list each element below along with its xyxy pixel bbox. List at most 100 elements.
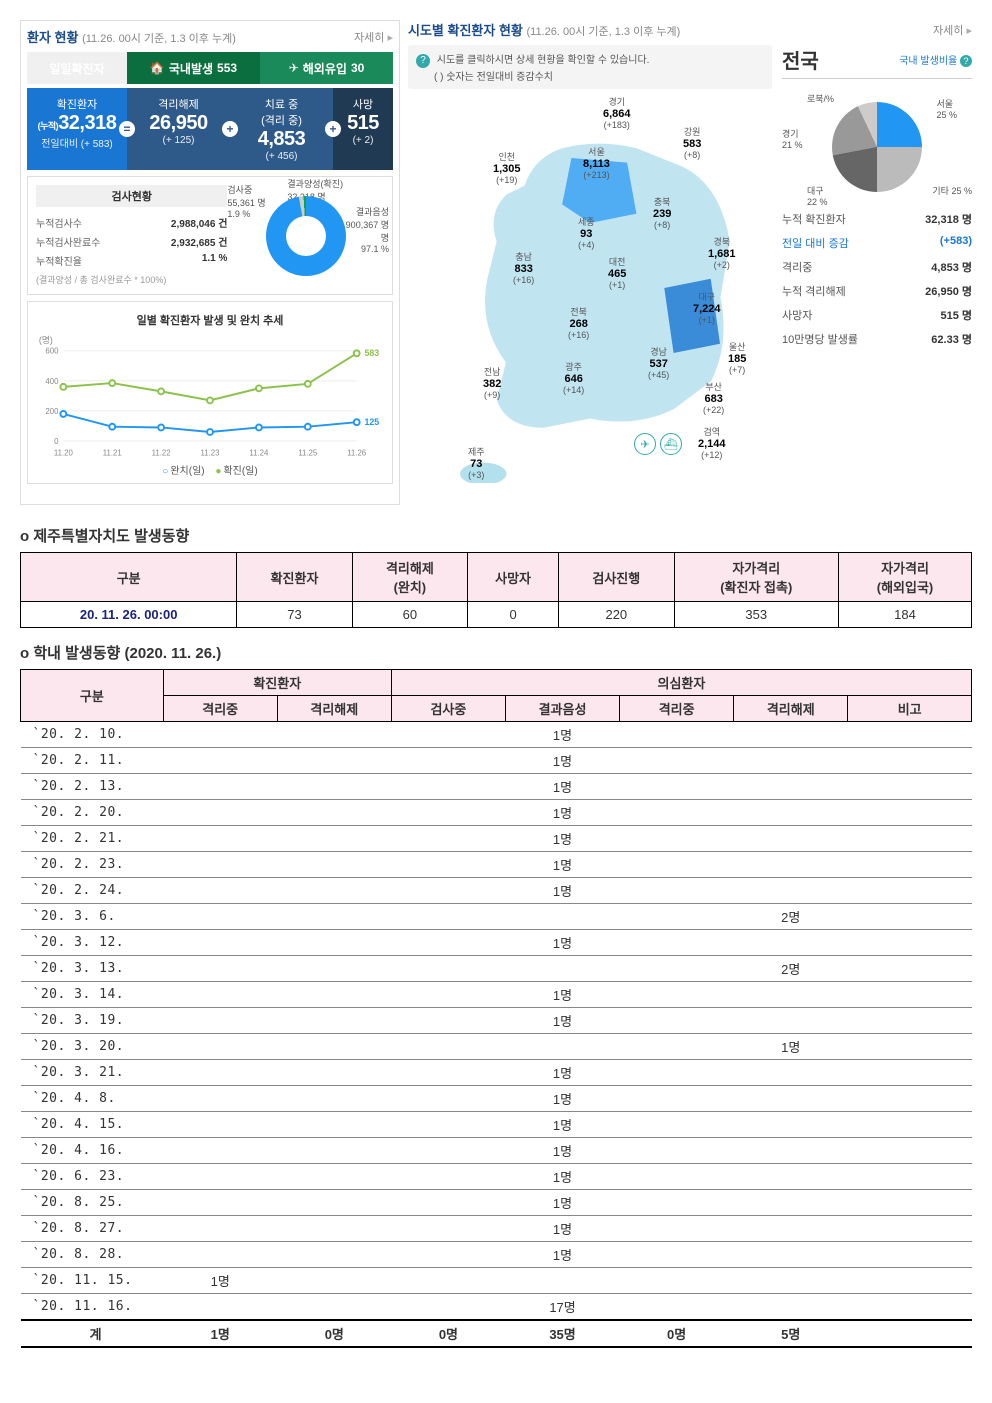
patient-title: 환자 현황	[27, 30, 78, 45]
plus-icon: +	[325, 121, 341, 137]
school-row: `20. 2. 13.1명	[21, 774, 972, 800]
school-row: `20. 3. 6.2명	[21, 904, 972, 930]
school-row: `20. 6. 23.1명	[21, 1164, 972, 1190]
equals-icon: =	[119, 121, 135, 137]
province-sub: (11.26. 00시 기준, 1.3 이후 누계)	[527, 26, 681, 38]
released-box: 격리해제 26,950 (+ 125) +	[127, 88, 230, 170]
school-table: 구분 확진환자 의심환자 격리중격리해제검사중결과음성격리중격리해제비고 `20…	[20, 669, 972, 1348]
school-section-title: 학내 발생동향 (2020. 11. 26.)	[20, 642, 972, 663]
school-row: `20. 3. 12.1명	[21, 930, 972, 956]
domestic-count: 🏠 국내발생 553	[127, 52, 260, 84]
nation-stat-row: 사망자515 명	[782, 303, 972, 327]
jeju-cell: 20. 11. 26. 00:00	[21, 602, 237, 628]
jeju-header: 자가격리 (해외입국)	[839, 553, 972, 602]
svg-text:11.20: 11.20	[54, 449, 74, 458]
school-row: `20. 4. 16.1명	[21, 1138, 972, 1164]
school-subheader: 검사중	[391, 696, 505, 722]
plane-icon: ✈	[634, 433, 656, 455]
map-svg	[408, 93, 772, 483]
jeju-header: 검사진행	[559, 553, 674, 602]
jeju-cell: 73	[237, 602, 352, 628]
school-row: `20. 3. 14.1명	[21, 982, 972, 1008]
col-confirmed: 확진환자	[163, 670, 391, 696]
jeju-header: 구분	[21, 553, 237, 602]
province-title: 시도별 확진환자 현황	[408, 23, 523, 38]
school-subheader: 격리해제	[277, 696, 391, 722]
patient-more-link[interactable]: 자세히	[354, 29, 393, 45]
patient-sub: (11.26. 00시 기준, 1.3 이후 누계)	[82, 33, 236, 45]
trend-chart-box: 일별 확진환자 발생 및 완치 추세 (명)020040060011.2011.…	[27, 301, 393, 484]
trend-chart: (명)020040060011.2011.2111.2211.2311.2411…	[34, 332, 386, 462]
school-subheader: 결과음성	[505, 696, 619, 722]
test-row: 누적검사수2,988,046 건	[36, 213, 227, 232]
overseas-count: ✈ 해외유입 30	[260, 52, 393, 84]
trend-title: 일별 확진환자 발생 및 완치 추세	[34, 308, 386, 332]
jeju-cell: 353	[674, 602, 839, 628]
school-row: `20. 3. 21.1명	[21, 1060, 972, 1086]
school-row: `20. 4. 15.1명	[21, 1112, 972, 1138]
svg-text:400: 400	[45, 377, 59, 386]
donut-label-negative: 결과음성 2,900,367 명 명 97.1 %	[338, 205, 389, 254]
patient-status-panel: 환자 현황 (11.26. 00시 기준, 1.3 이후 누계) 자세히 일일확…	[20, 20, 400, 505]
school-row: `20. 3. 13.2명	[21, 956, 972, 982]
nation-summary: 전국 국내 발생비율 ? 서울25 % 기타 25 % 대구22 % 경기21 …	[772, 45, 972, 505]
donut-label-testing: 검사중 55,361 명 1.9 %	[227, 183, 265, 219]
test-note: (결과양성 / 총 검사완료수 * 100%)	[36, 273, 227, 286]
jeju-header: 격리해제 (완치)	[352, 553, 467, 602]
school-row: `20. 3. 19.1명	[21, 1008, 972, 1034]
school-row: `20. 8. 27.1명	[21, 1216, 972, 1242]
info-icon: ?	[416, 54, 430, 68]
svg-text:11.21: 11.21	[103, 449, 122, 458]
school-total-row: 계1명0명0명35명0명5명	[21, 1320, 972, 1347]
school-subheader: 격리중	[620, 696, 734, 722]
school-subheader: 격리중	[163, 696, 277, 722]
col-gubun: 구분	[21, 670, 164, 722]
school-row: `20. 8. 28.1명	[21, 1242, 972, 1268]
svg-text:11.26: 11.26	[347, 449, 366, 458]
nation-pie-chart: 서울25 % 기타 25 % 대구22 % 경기21 % 로북/%	[782, 87, 972, 207]
svg-text:11.23: 11.23	[201, 449, 220, 458]
korea-map[interactable]: ? 시도를 클릭하시면 상세 현황을 확인할 수 있습니다. ( ) 숫자는 전…	[408, 45, 772, 505]
confirmed-box: 확진환자 (누적)32,318 전일대비 (+ 583) =	[27, 88, 127, 170]
stat-boxes: 확진환자 (누적)32,318 전일대비 (+ 583) = 격리해제 26,9…	[27, 88, 393, 170]
province-more-link[interactable]: 자세히	[933, 22, 972, 38]
school-subheader: 격리해제	[734, 696, 848, 722]
school-row: `20. 2. 21.1명	[21, 826, 972, 852]
jeju-cell: 220	[559, 602, 674, 628]
school-row: `20. 2. 11.1명	[21, 748, 972, 774]
nation-stat-row: 누적 격리해제26,950 명	[782, 279, 972, 303]
svg-text:11.25: 11.25	[298, 449, 318, 458]
svg-text:583: 583	[364, 348, 379, 358]
school-row: `20. 11. 15.1명	[21, 1268, 972, 1294]
test-donut-chart	[266, 196, 346, 276]
jeju-cell: 184	[839, 602, 972, 628]
test-row: 누적검사완료수2,932,685 건	[36, 232, 227, 251]
plus-icon: +	[222, 121, 238, 137]
col-suspected: 의심환자	[391, 670, 971, 696]
nation-stat-row: 전일 대비 증감(+583)	[782, 231, 972, 255]
test-row: 누적확진율1.1 %	[36, 251, 227, 270]
map-tooltip: ? 시도를 클릭하시면 상세 현황을 확인할 수 있습니다. ( ) 숫자는 전…	[408, 45, 772, 89]
jeju-header: 자가격리 (확진자 접촉)	[674, 553, 839, 602]
school-row: `20. 8. 25.1명	[21, 1190, 972, 1216]
svg-text:11.24: 11.24	[249, 449, 269, 458]
svg-text:(명): (명)	[39, 335, 53, 345]
school-row: `20. 4. 8.1명	[21, 1086, 972, 1112]
school-row: `20. 11. 16.17명	[21, 1294, 972, 1321]
quarantine-icons: ✈ ⛴	[634, 433, 682, 455]
trend-legend: 완치(일) 확진(일)	[34, 462, 386, 477]
school-row: `20. 2. 20.1명	[21, 800, 972, 826]
nation-stat-row: 격리중4,853 명	[782, 255, 972, 279]
nation-stat-row: 10만명당 발생률62.33 명	[782, 327, 972, 351]
ship-icon: ⛴	[660, 433, 682, 455]
jeju-table: 구분확진환자격리해제 (완치)사망자검사진행자가격리 (확진자 접촉)자가격리 …	[20, 552, 972, 628]
svg-text:600: 600	[45, 347, 59, 356]
jeju-header: 사망자	[468, 553, 559, 602]
jeju-cell: 0	[468, 602, 559, 628]
nation-title: 전국	[782, 45, 819, 74]
svg-text:200: 200	[45, 407, 59, 416]
svg-text:11.22: 11.22	[152, 449, 171, 458]
test-status-box: 검사현황 누적검사수2,988,046 건누적검사완료수2,932,685 건누…	[27, 176, 393, 295]
pie-title: 국내 발생비율 ?	[899, 52, 972, 67]
nation-stat-row: 누적 확진환자32,318 명	[782, 207, 972, 231]
